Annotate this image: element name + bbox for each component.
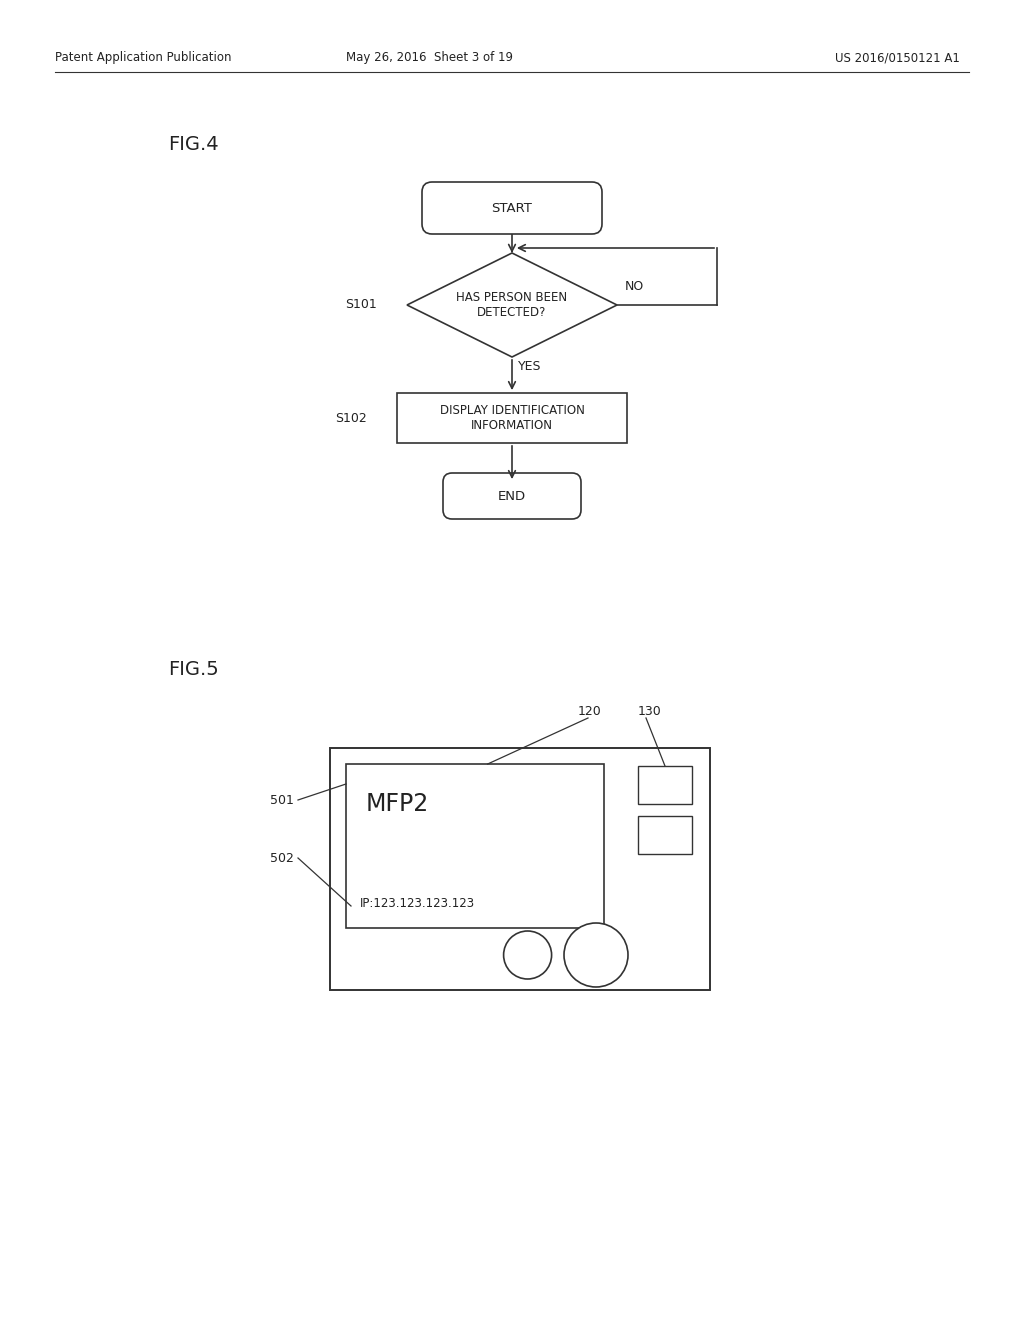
Text: START: START: [492, 202, 532, 214]
Text: S101: S101: [345, 298, 377, 312]
Bar: [638, 816, 692, 854]
Text: 130: 130: [638, 705, 662, 718]
Text: NO: NO: [625, 280, 644, 293]
Circle shape: [504, 931, 552, 979]
Text: US 2016/0150121 A1: US 2016/0150121 A1: [836, 51, 961, 65]
Text: FIG.4: FIG.4: [168, 135, 219, 154]
Text: 502: 502: [270, 851, 294, 865]
Text: MFP2: MFP2: [366, 792, 429, 816]
Text: IP:123.123.123.123: IP:123.123.123.123: [360, 898, 475, 909]
Polygon shape: [407, 253, 617, 356]
Bar: [638, 766, 692, 804]
Text: END: END: [498, 490, 526, 503]
Bar: [397, 393, 627, 444]
Bar: [330, 748, 710, 990]
FancyBboxPatch shape: [443, 473, 581, 519]
Bar: [346, 764, 603, 928]
Text: FIG.5: FIG.5: [168, 660, 219, 678]
Text: 120: 120: [578, 705, 602, 718]
Text: HAS PERSON BEEN
DETECTED?: HAS PERSON BEEN DETECTED?: [457, 290, 567, 319]
Text: Patent Application Publication: Patent Application Publication: [55, 51, 231, 65]
Text: 501: 501: [270, 793, 294, 807]
FancyBboxPatch shape: [422, 182, 602, 234]
Text: DISPLAY IDENTIFICATION
INFORMATION: DISPLAY IDENTIFICATION INFORMATION: [439, 404, 585, 432]
Text: May 26, 2016  Sheet 3 of 19: May 26, 2016 Sheet 3 of 19: [346, 51, 513, 65]
Text: S102: S102: [335, 412, 367, 425]
Circle shape: [564, 923, 628, 987]
Text: YES: YES: [518, 360, 542, 374]
